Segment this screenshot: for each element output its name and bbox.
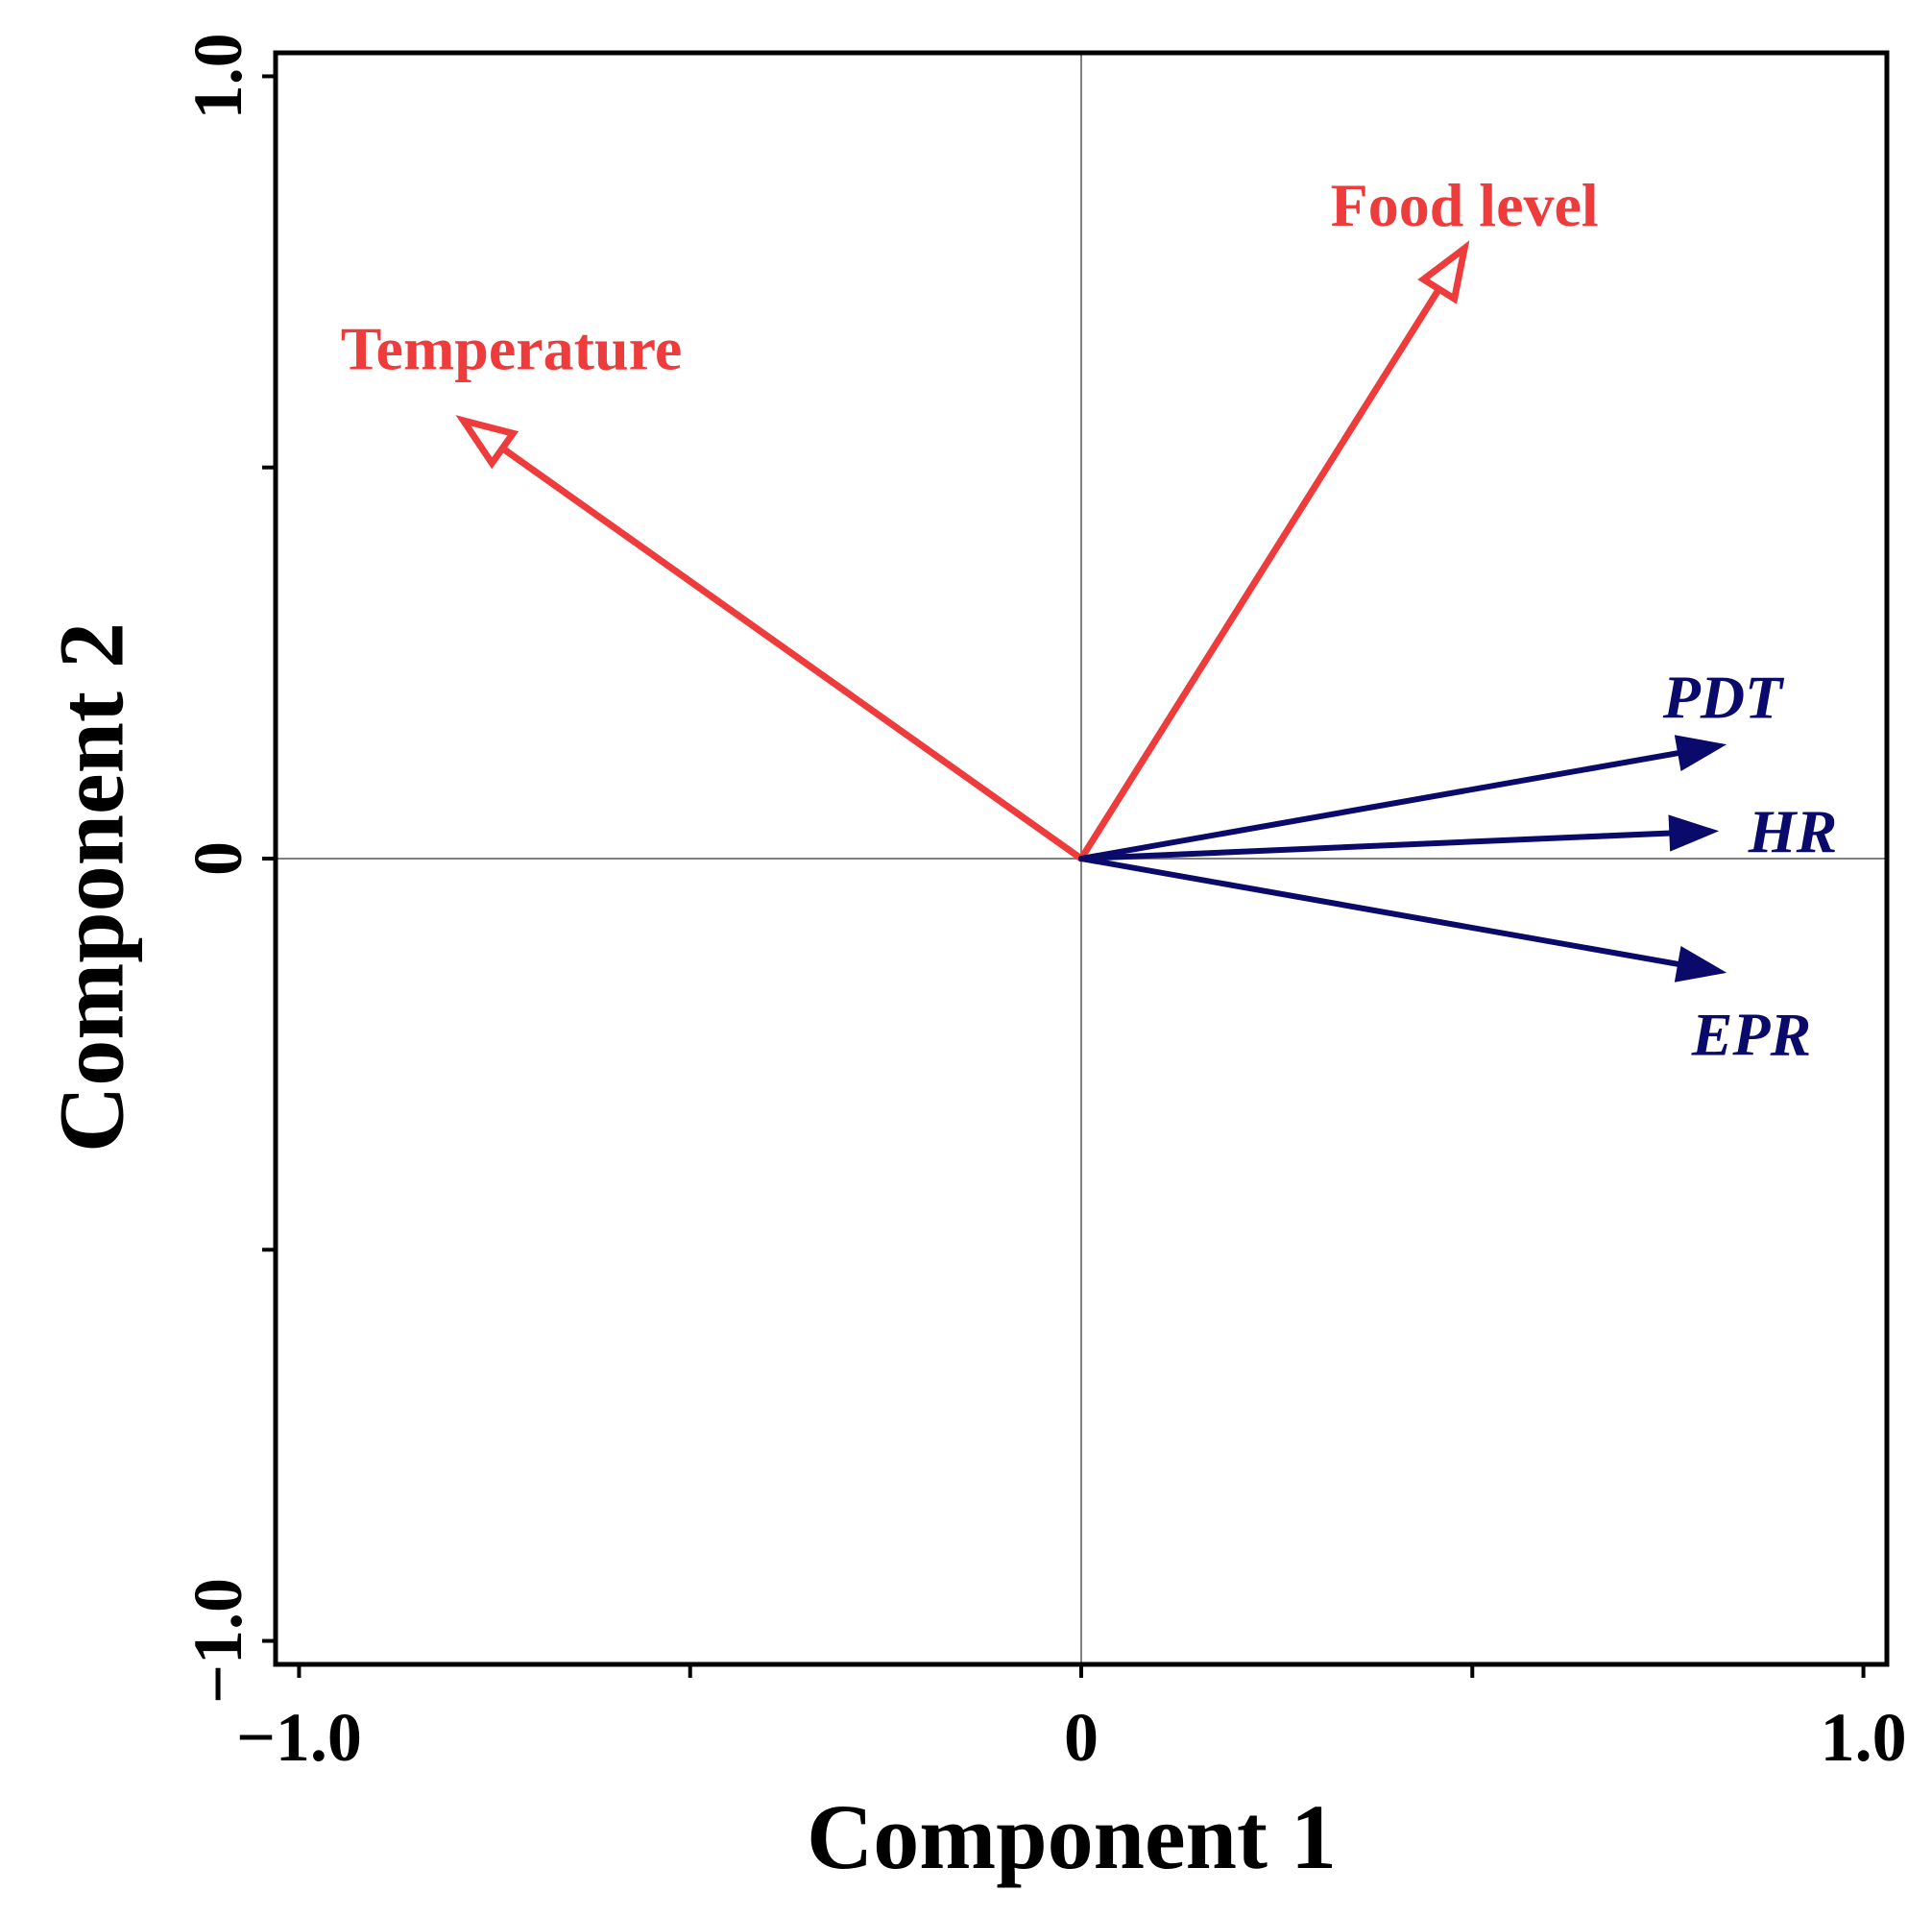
y-tick-label: 1.0: [180, 33, 256, 119]
vector-label-temperature: Temperature: [341, 314, 683, 382]
y-tick-label: −1.0: [180, 1578, 256, 1704]
vector-labels: Temperature Food level PDT HR EPR: [341, 171, 1838, 1068]
x-axis-title: Component 1: [807, 1785, 1337, 1888]
plot-frame: [273, 50, 1890, 1667]
vector-epr-arrowhead: [1674, 945, 1727, 982]
tick-labels: −1.0 0 1.0 −1.0 0 1.0: [180, 33, 1907, 1776]
x-tick-label: 1.0: [1821, 1699, 1907, 1776]
vector-epr: [1078, 856, 1727, 982]
vector-pdt-shaft: [1078, 749, 1682, 861]
vector-food-level: [1077, 240, 1470, 862]
vectors: [455, 240, 1727, 982]
vector-label-pdt: PDT: [1662, 663, 1785, 731]
vector-hr: [1078, 814, 1720, 861]
vector-hr-shaft: [1078, 830, 1674, 861]
vector-pdt: [1078, 735, 1727, 861]
vector-hr-arrowhead: [1668, 814, 1720, 852]
vector-pdt-arrowhead: [1674, 735, 1727, 772]
vector-label-food-level: Food level: [1331, 171, 1599, 239]
vector-food-level-arrowhead: [1417, 240, 1470, 304]
x-tick-label: −1.0: [236, 1699, 362, 1776]
vector-label-hr: HR: [1748, 797, 1837, 865]
vector-food-level-shaft: [1077, 285, 1443, 862]
x-tick-label: 0: [1064, 1699, 1099, 1776]
vector-temperature: [455, 415, 1085, 862]
y-tick-label: 0: [180, 841, 256, 876]
vector-label-epr: EPR: [1691, 1001, 1811, 1069]
vector-epr-shaft: [1078, 856, 1682, 968]
vector-temperature-arrowhead: [455, 415, 519, 470]
y-axis-title: Component 2: [40, 622, 143, 1152]
vector-temperature-shaft: [498, 445, 1085, 862]
